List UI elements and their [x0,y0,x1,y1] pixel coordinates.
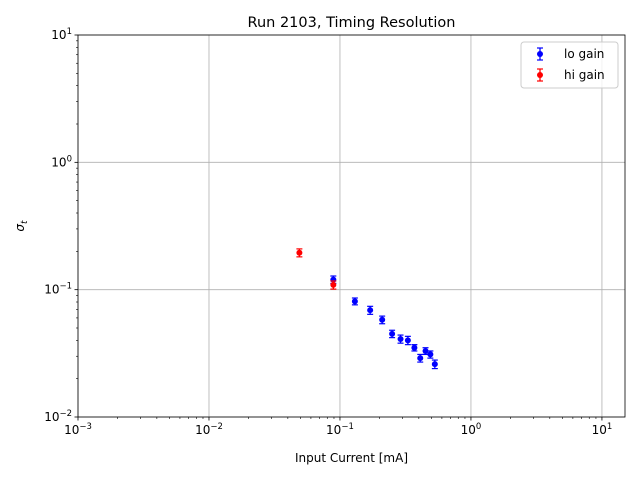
y-tick-label: 100 [51,154,72,169]
data-point [397,335,404,342]
series-lo-gain [330,275,438,370]
x-tick-label-exp: −2 [210,422,223,432]
data-point [389,330,396,337]
x-tick-label-base: 10 [195,423,210,437]
y-tick-label-exp: 1 [67,27,72,37]
y-axis-label-sub: t [20,220,30,224]
plot-frame [77,34,626,418]
legend-box [520,41,619,89]
legend-label-lo-gain: lo gain [564,47,604,61]
legend-label-hi-gain: hi gain [564,68,605,82]
data-point [367,307,374,314]
y-tick-label-base: 10 [44,283,59,297]
x-tick-label-exp: 1 [607,422,612,432]
y-tick-label-exp: −1 [59,282,72,292]
x-tick-label: 101 [592,422,613,437]
data-point [411,344,418,351]
y-tick-label-exp: −2 [59,409,72,419]
x-tick-label-exp: 0 [476,422,481,432]
data-layer [296,248,438,370]
x-tick-label: 100 [461,422,482,437]
x-tick-label-base: 10 [592,423,607,437]
data-point [351,298,358,305]
data-point [417,355,424,362]
x-tick-label-base: 10 [64,423,79,437]
y-tick-label-base: 10 [44,410,59,424]
x-tick-label-base: 10 [461,423,476,437]
data-point [427,351,434,358]
legend-marker-lo-gain [537,51,543,57]
x-tick-label-base: 10 [326,423,341,437]
legend: lo gain hi gain [520,41,619,89]
data-point [431,361,438,368]
x-axis-label: Input Current [mA] [295,451,408,465]
data-point [296,249,303,256]
legend-marker-hi-gain [537,72,543,78]
x-tick-label-exp: −1 [341,422,354,432]
data-point [422,347,429,354]
y-tick-label-base: 10 [51,28,66,42]
data-point [404,337,411,344]
y-axis-label: σt [13,220,30,232]
series-hi-gain [296,248,337,290]
x-tick-label: 10−3 [64,422,92,437]
x-tick-label-exp: −3 [79,422,92,432]
x-tick-label: 10−1 [326,422,354,437]
y-tick-label-base: 10 [51,155,66,169]
legend-entries: lo gain hi gain [537,47,605,82]
data-point [330,281,337,288]
y-tick-label-exp: 0 [67,154,72,164]
data-point [379,316,386,323]
x-tick-label: 10−2 [195,422,223,437]
y-axis-label-base: σ [13,224,27,232]
y-tick-label: 101 [51,27,72,42]
chart-title: Run 2103, Timing Resolution [248,15,456,31]
y-tick-label: 10−1 [44,282,72,297]
y-tick-label: 10−2 [44,409,72,424]
plot-area [78,35,625,417]
